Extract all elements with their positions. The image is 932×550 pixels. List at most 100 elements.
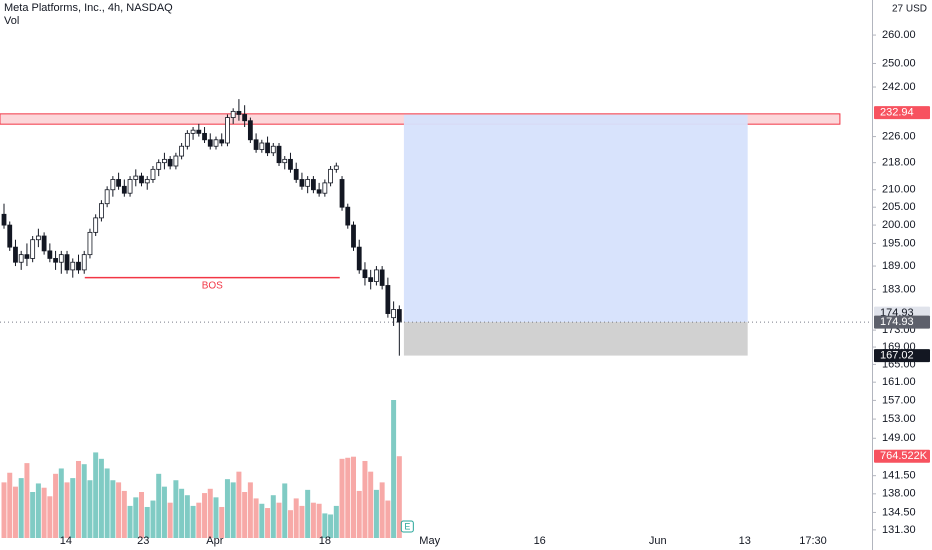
candle-body	[144, 179, 150, 184]
volume-value-label-bg	[874, 449, 930, 463]
y-tick-label: 157.00	[882, 394, 916, 406]
volume-bar	[64, 482, 70, 538]
candle-body	[259, 142, 265, 150]
candle-body	[219, 139, 225, 144]
symbol-title: Meta Platforms, Inc., 4h, NASDAQ	[4, 2, 173, 14]
volume-bar	[75, 460, 81, 538]
candle-body	[202, 132, 207, 141]
candle-body	[35, 235, 41, 241]
candle-body	[196, 129, 202, 134]
volume-bar	[207, 488, 213, 538]
candle-body	[179, 145, 185, 157]
x-tick-label: Apr	[206, 535, 223, 547]
x-tick-label: Jun	[649, 535, 667, 547]
volume-bar	[316, 503, 322, 538]
candle-body	[13, 246, 18, 263]
volume-bar	[35, 483, 41, 538]
volume-bar	[322, 513, 328, 538]
candle-body	[385, 285, 391, 314]
volume-bar	[1, 482, 7, 538]
volume-bar	[190, 505, 196, 538]
candle-body	[47, 250, 53, 259]
volume-bar	[379, 482, 385, 538]
volume-bar	[53, 473, 59, 538]
volume-bar	[121, 490, 127, 538]
volume-bar	[236, 471, 242, 538]
x-tick-label: 23	[137, 535, 149, 547]
candle-body	[265, 142, 270, 154]
volume-bar	[127, 505, 133, 538]
candle-body	[391, 309, 397, 319]
candle-body	[322, 182, 328, 194]
candle-body	[242, 114, 248, 122]
candle-body	[99, 203, 104, 219]
candle-body	[70, 261, 76, 271]
volume-bar	[161, 486, 167, 538]
candle-body	[7, 224, 13, 248]
volume-bar	[70, 478, 76, 538]
volume-bar	[333, 505, 339, 538]
volume-bar	[373, 489, 379, 538]
y-tick-label: 153.00	[882, 413, 916, 425]
volume-bar	[230, 482, 236, 538]
candle-body	[104, 189, 110, 205]
candle-body	[184, 132, 190, 147]
y-tick-label: 242.00	[882, 81, 916, 93]
volume-bar	[282, 483, 288, 538]
target-price-label: 232.94	[880, 107, 914, 119]
volume-bar	[167, 502, 173, 538]
volume-bar	[58, 468, 64, 538]
candle-body	[127, 179, 133, 194]
volume-bar	[287, 510, 293, 538]
volume-bar	[299, 505, 305, 538]
volume-bar	[253, 498, 259, 538]
y-tick-label: 218.00	[882, 157, 916, 169]
x-tick-label: 18	[319, 535, 331, 547]
y-tick-label: 189.00	[882, 260, 916, 272]
y-tick-label: 226.00	[882, 130, 916, 142]
entry-price-label-bg	[874, 315, 930, 329]
candle-body	[293, 168, 299, 180]
candle-body	[368, 277, 374, 282]
volume-bar	[219, 506, 225, 538]
candle-body	[225, 117, 230, 144]
volume-bar	[259, 503, 265, 538]
y-tick-label: 131.30	[882, 524, 916, 536]
candle-body	[93, 217, 99, 233]
candle-body	[150, 168, 156, 180]
y-tick-label: 200.00	[882, 219, 916, 231]
volume-bar	[110, 480, 116, 538]
volume-bar	[196, 502, 202, 538]
candle-body	[356, 246, 362, 271]
volume-bar	[81, 464, 87, 538]
candle-body	[58, 254, 64, 263]
volume-bar	[104, 468, 110, 538]
candle-body	[156, 162, 162, 170]
candle-body	[207, 139, 213, 147]
volume-bar	[293, 498, 299, 538]
volume-bar	[368, 471, 374, 538]
volume-bar	[356, 490, 362, 538]
volume-bar	[41, 487, 47, 538]
bos-label: BOS	[202, 280, 223, 291]
candle-body	[110, 179, 116, 191]
volume-bar	[24, 463, 30, 538]
candle-body	[333, 165, 339, 170]
volume-bar	[184, 495, 190, 538]
candle-body	[328, 168, 333, 184]
volume-bar	[328, 514, 334, 538]
candle-body	[362, 269, 368, 279]
volume-bar	[87, 480, 93, 538]
candle-body	[1, 213, 7, 226]
volume-bar	[265, 508, 271, 538]
position-profit	[403, 114, 748, 323]
candle-body	[351, 224, 356, 248]
volume-bar	[270, 495, 276, 538]
candle-body	[282, 158, 288, 164]
volume-bar	[173, 480, 179, 538]
currency-label: 27 USD	[892, 4, 927, 15]
volume-bar	[247, 482, 253, 538]
candle-body	[310, 179, 316, 191]
volume-bar	[12, 486, 18, 538]
